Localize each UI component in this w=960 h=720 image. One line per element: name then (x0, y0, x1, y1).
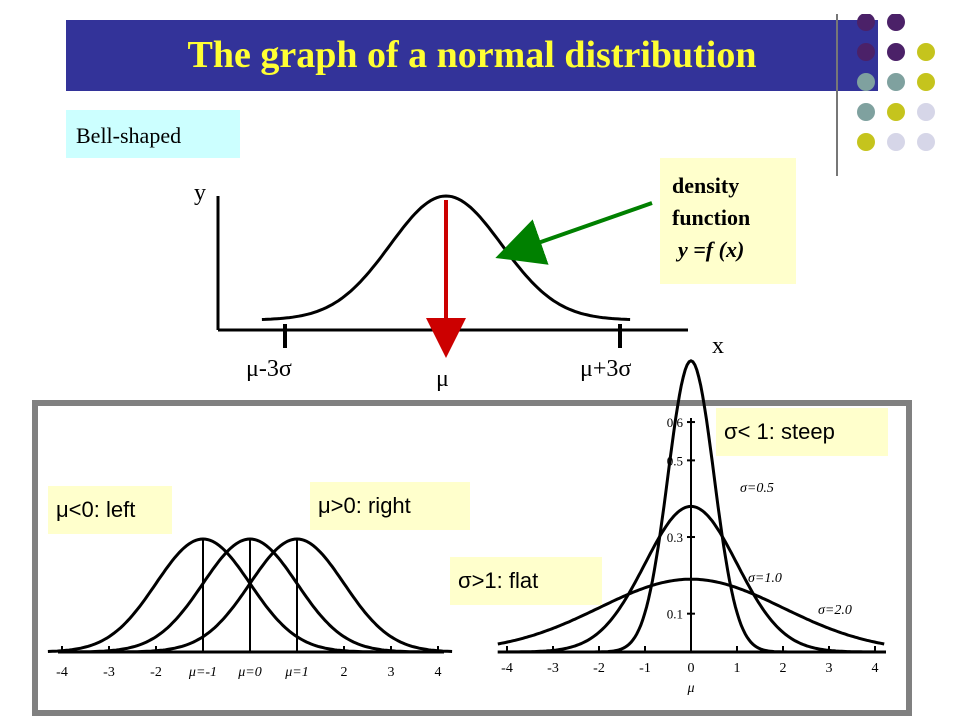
right-mu-axis-label: μ (686, 681, 694, 696)
title-banner (66, 20, 878, 91)
left-tick-label: 2 (341, 665, 348, 680)
left-tick-label: -2 (150, 665, 162, 680)
right-tick-label: -3 (547, 661, 559, 676)
page-title: The graph of a normal distribution (187, 34, 757, 76)
right-curve-3 (497, 577, 885, 646)
left-tick-label: μ=0 (237, 665, 261, 680)
right-y-tick-label: 0.3 (667, 530, 683, 545)
right-y-tick-label: 0.5 (667, 453, 683, 468)
density-arrow (495, 201, 653, 265)
tick-left-label: μ-3σ (246, 356, 292, 382)
right-tick-label: 1 (734, 661, 741, 676)
left-curves (47, 537, 453, 654)
density-line-2: function (672, 205, 751, 230)
sigma-flat-note: σ>1: flat (450, 557, 602, 605)
y-axis-label: y (194, 180, 206, 206)
mu-right-note: μ>0: right (310, 482, 470, 530)
right-tick-label: -4 (501, 661, 513, 676)
left-x-ticks: -4 -3 -2 μ=-1 μ=0 μ=1 2 3 4 (56, 646, 442, 680)
left-tick-label: μ=1 (284, 665, 308, 680)
right-tick-label: 0 (688, 661, 695, 676)
left-tick-label: -4 (56, 665, 68, 680)
right-tick-label: 3 (826, 661, 833, 676)
left-tick-label: 3 (388, 665, 395, 680)
bell-curve (261, 194, 631, 321)
left-curve-1 (47, 537, 391, 654)
mu-left-note: μ<0: left (48, 486, 172, 534)
right-tick-label: 4 (872, 661, 879, 676)
density-function-note: density function y =f (x) (660, 158, 796, 284)
left-tick-label: -3 (103, 665, 115, 680)
right-y-tick-label: 0.6 (667, 415, 684, 430)
left-tick-label: 4 (435, 665, 442, 680)
sigma-curve-label: σ=2.0 (818, 603, 852, 618)
bell-shaped-label: Bell-shaped (66, 110, 240, 158)
sigma-curve-label: σ=0.5 (740, 481, 774, 496)
left-curve-3 (109, 537, 453, 654)
right-tick-label: -2 (593, 661, 605, 676)
right-curve-2 (497, 504, 885, 654)
tick-right-label: μ+3σ (580, 356, 632, 382)
sigma-curve-label: σ=1.0 (748, 571, 782, 586)
right-tick-label: 2 (780, 661, 787, 676)
right-curve-1 (497, 359, 885, 654)
divider-line (836, 14, 838, 176)
x-axis-label: x (712, 333, 724, 359)
density-line-3: y =f (x) (678, 237, 745, 262)
top-bell-chart (216, 194, 688, 358)
tick-center-label: μ (436, 366, 449, 392)
decorative-dots (857, 14, 935, 151)
right-y-tick-label: 0.1 (667, 607, 683, 622)
right-curves: 0.6 0.5 0.3 0.1 σ=0.5 σ=1.0 σ=2.0 (497, 359, 885, 654)
right-x-ticks: -4 -3 -2 -1 0 1 2 3 4 μ (501, 646, 879, 696)
sigma-steep-note: σ< 1: steep (716, 408, 888, 456)
left-tick-label: μ=-1 (188, 665, 217, 680)
right-tick-label: -1 (639, 661, 651, 676)
density-line-1: density (672, 173, 740, 198)
